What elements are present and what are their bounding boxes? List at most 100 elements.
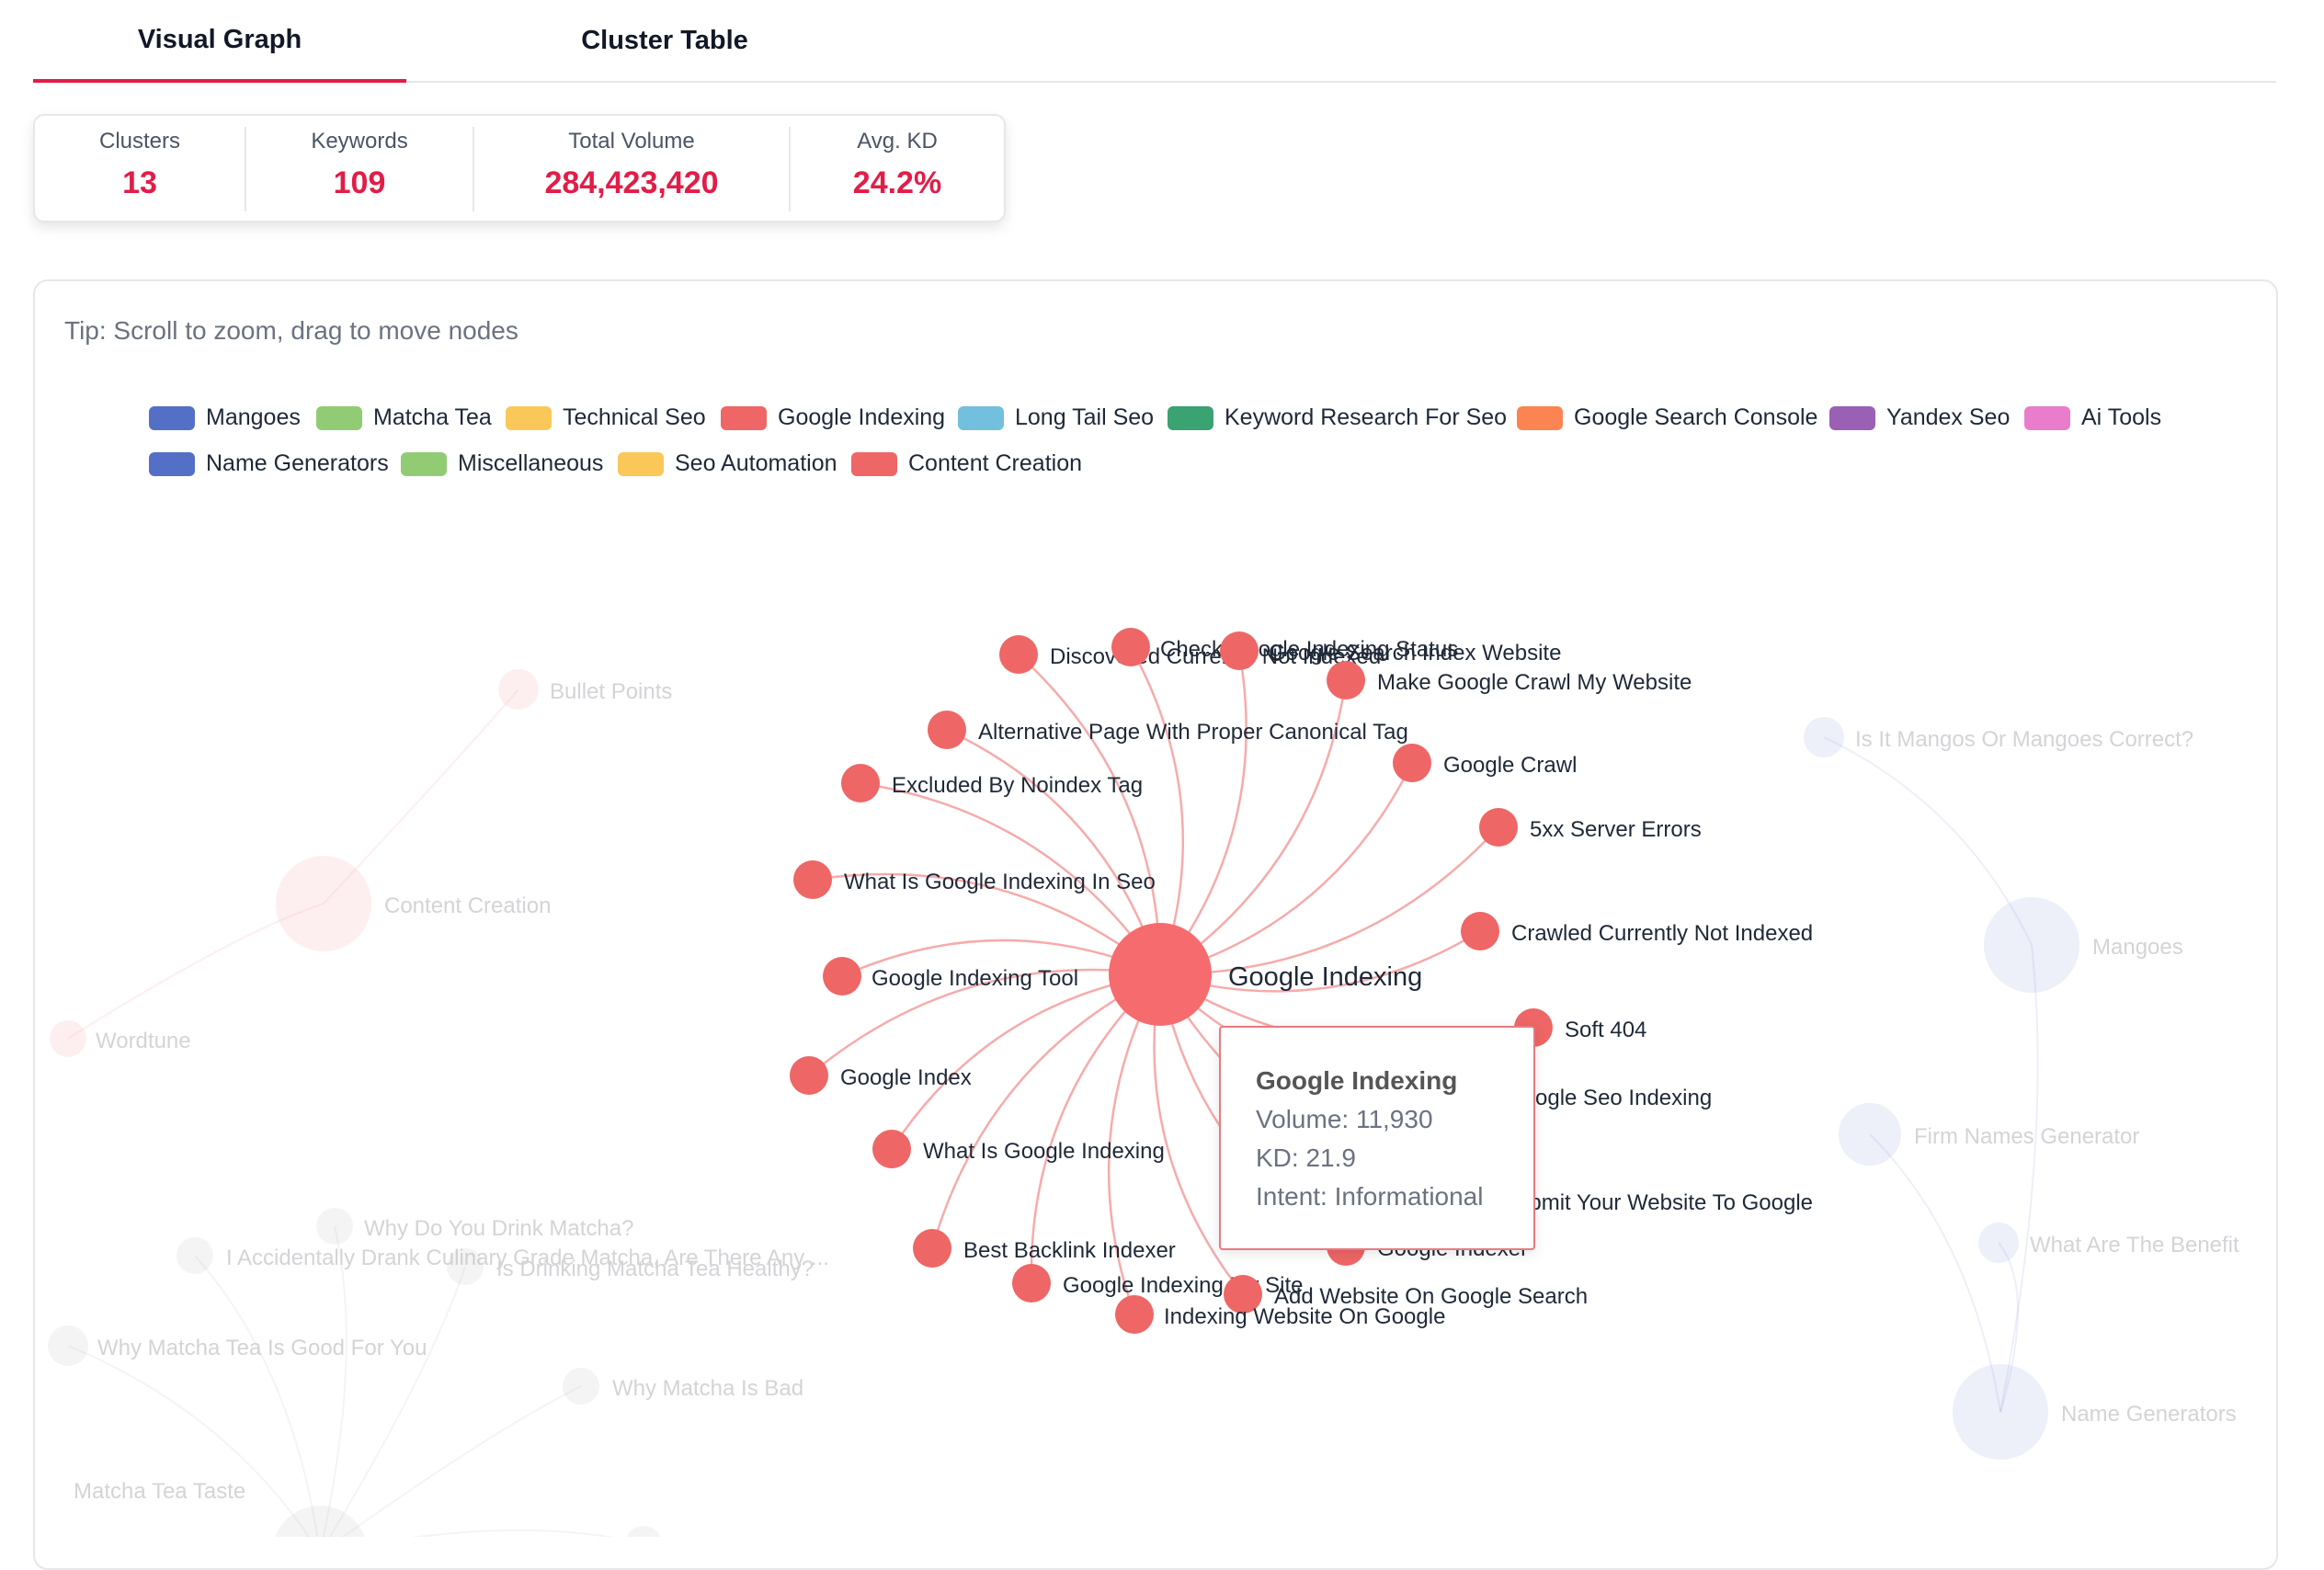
legend-swatch — [506, 405, 552, 430]
tooltip-title: Google Indexing — [1256, 1066, 1458, 1095]
faded-edge — [194, 1255, 321, 1537]
faded-node-name-generators[interactable] — [1953, 1364, 2048, 1460]
legend-label: Mangoes — [206, 404, 301, 430]
node-tooltip: Google Indexing Volume: 11,930 KD: 21.9 … — [1219, 1026, 1535, 1250]
legend-item-keyword-research[interactable]: Keyword Research For Seo — [1168, 404, 1507, 431]
faded-edge — [319, 1385, 582, 1537]
node-label: Best Backlink Indexer — [963, 1238, 1176, 1263]
tooltip-volume: Volume: 11,930 — [1256, 1105, 1433, 1133]
node-google-search-index-website[interactable] — [1220, 631, 1259, 670]
legend-item-long-tail-seo[interactable]: Long Tail Seo — [958, 404, 1154, 431]
tab-cluster-table[interactable]: Cluster Table — [581, 25, 748, 55]
faded-node-what-are-the-benefit[interactable] — [1978, 1223, 2019, 1263]
faded-node-why-matcha-tea-is-good-for-you[interactable] — [48, 1325, 88, 1366]
faded-node-is-it-mangos-or-mangoes-correct[interactable] — [1804, 717, 1844, 757]
stat-label: Keywords — [311, 129, 408, 154]
node-best-backlink-indexer[interactable] — [913, 1229, 951, 1268]
node-label: Google Crawl — [1443, 753, 1577, 778]
legend-swatch — [618, 451, 664, 476]
node-hub-google-indexing[interactable] — [1109, 923, 1212, 1026]
legend-item-name-generators[interactable]: Name Generators — [149, 450, 389, 477]
faded-edge — [319, 1266, 466, 1537]
legend-swatch — [958, 405, 1004, 430]
stat-value: 13 — [122, 165, 157, 200]
faded-node-matcha-tea[interactable] — [272, 1506, 368, 1537]
node-indexing-website-on-google[interactable] — [1115, 1295, 1154, 1334]
legend-swatch — [149, 405, 195, 430]
node-alternative-page-with-proper-canonical-tag[interactable] — [928, 711, 966, 749]
node-label: Google Indexing Tool — [872, 966, 1078, 991]
stat-label: Avg. KD — [857, 129, 938, 154]
faded-node-mangoes[interactable] — [1984, 897, 2079, 993]
node-label: Alternative Page With Proper Canonical T… — [978, 720, 1408, 745]
stat-label: Clusters — [98, 129, 181, 154]
stat-label: Total Volume — [568, 129, 695, 154]
faded-edge — [1869, 1133, 2001, 1413]
stat-keywords: Keywords 109 — [246, 116, 473, 221]
faded-edge — [319, 1225, 347, 1537]
faded-edge — [323, 688, 519, 904]
legend-item-seo-automation[interactable]: Seo Automation — [618, 450, 837, 477]
faded-node-label: Why Matcha Tea Is Good For You — [97, 1336, 427, 1360]
faded-edge — [1823, 736, 2033, 946]
node-crawled-currently-not-indexed[interactable] — [1461, 912, 1499, 950]
legend-label: Content Creation — [908, 450, 1083, 476]
node-5xx-server-errors[interactable] — [1479, 808, 1518, 847]
legend-label: Keyword Research For Seo — [1225, 404, 1508, 430]
legend-item-ai-tools[interactable]: Ai Tools — [2024, 404, 2161, 431]
faded-edge — [1999, 944, 2039, 1413]
faded-node-firm-names-generator[interactable] — [1839, 1103, 1901, 1166]
legend-item-matcha-tea[interactable]: Matcha Tea — [316, 404, 492, 431]
node-label: Crawled Currently Not Indexed — [1511, 921, 1813, 946]
faded-node-wordtune[interactable] — [50, 1020, 86, 1057]
legend-item-mangoes[interactable]: Mangoes — [149, 404, 301, 431]
legend-swatch — [149, 451, 195, 476]
faded-node-label: Why Matcha Is Bad — [612, 1376, 803, 1401]
node-check-google-indexing-status[interactable] — [1111, 628, 1150, 666]
stat-total-volume: Total Volume 284,423,420 — [474, 116, 789, 221]
legend-item-technical-seo[interactable]: Technical Seo — [506, 404, 706, 431]
legend-swatch — [1168, 405, 1213, 430]
legend-item-content-creation[interactable]: Content Creation — [851, 450, 1082, 477]
tooltip-intent: Intent: Informational — [1256, 1182, 1484, 1211]
node-label: Check Google Indexing Status — [1160, 637, 1458, 662]
legend-label: Miscellaneous — [458, 450, 604, 476]
faded-node-label: Why Do You Drink Matcha? — [364, 1216, 633, 1241]
stat-value: 109 — [333, 165, 386, 200]
node-add-website-on-google-search[interactable] — [1224, 1275, 1262, 1314]
node-what-is-google-indexing-in-seo[interactable] — [793, 860, 832, 899]
legend-swatch — [1829, 405, 1875, 430]
node-label: Submit Your Website To Google — [1502, 1190, 1813, 1215]
edge-google-index — [808, 968, 1161, 1076]
faded-node-why-matcha-is-bad[interactable] — [563, 1368, 599, 1405]
faded-node-is-drinking-matcha-tea-healthy[interactable] — [447, 1248, 484, 1285]
legend-item-miscellaneous[interactable]: Miscellaneous — [401, 450, 603, 477]
faded-node-why-matcha-tea[interactable] — [625, 1526, 662, 1537]
node-google-indexing-tool[interactable] — [823, 957, 861, 995]
legend-item-google-indexing[interactable]: Google Indexing — [721, 404, 945, 431]
cluster-graph[interactable]: Bullet Points Content Creation Wordtune Is … — [0, 0, 2324, 1537]
node-make-google-crawl-my-website[interactable] — [1327, 661, 1365, 700]
node-label: Google Seo Indexing — [1506, 1086, 1712, 1110]
legend-item-yandex-seo[interactable]: Yandex Seo — [1829, 404, 2010, 431]
faded-node-label: Is Drinking Matcha Tea Healthy? — [496, 1257, 814, 1281]
tab-visual-graph[interactable]: Visual Graph — [33, 0, 406, 83]
node-what-is-google-indexing[interactable] — [872, 1130, 911, 1168]
faded-node-content-creation[interactable] — [276, 856, 371, 951]
divider — [473, 127, 474, 211]
faded-node-label: Is It Mangos Or Mangoes Correct? — [1855, 727, 2193, 752]
node-discovered-currently-not-indexed[interactable] — [999, 635, 1038, 674]
faded-node-label: Bullet Points — [550, 679, 672, 704]
faded-node-i-accidentally-drank-culinary-grade-matcha-are-there-any[interactable] — [177, 1237, 213, 1274]
node-google-indexing-my-site[interactable] — [1012, 1264, 1051, 1303]
stat-clusters: Clusters 13 — [35, 116, 245, 221]
node-google-crawl[interactable] — [1393, 744, 1431, 782]
faded-node-bullet-points[interactable] — [498, 669, 539, 710]
node-excluded-by-noindex-tag[interactable] — [841, 764, 880, 802]
faded-node-label: Firm Names Generator — [1914, 1124, 2139, 1149]
faded-node-why-do-you-drink-matcha[interactable] — [316, 1208, 353, 1245]
legend-swatch — [721, 405, 767, 430]
legend-label: Matcha Tea — [373, 404, 492, 430]
node-google-index[interactable] — [790, 1056, 828, 1095]
legend-item-google-search-console[interactable]: Google Search Console — [1517, 404, 1817, 431]
